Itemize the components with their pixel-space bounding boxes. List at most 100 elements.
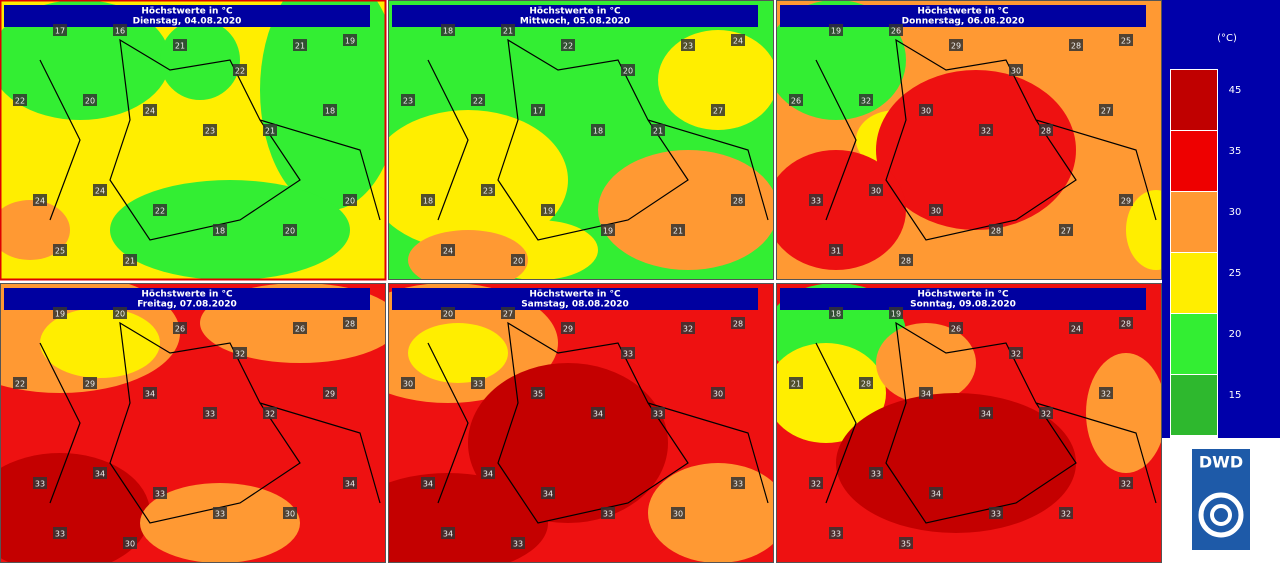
station-box <box>949 39 963 51</box>
station-value: 34 <box>443 530 453 539</box>
station-box <box>13 377 27 389</box>
logo-swirl-inner <box>1210 504 1232 526</box>
station-value: 24 <box>443 247 453 256</box>
panel-date: Donnerstag, 06.08.2020 <box>902 17 1025 27</box>
station-value: 22 <box>15 380 25 389</box>
station-value: 29 <box>563 325 573 334</box>
station-box <box>153 487 167 499</box>
map-area <box>388 0 774 280</box>
station-box <box>471 377 485 389</box>
station-box <box>213 224 227 236</box>
station-box <box>93 184 107 196</box>
station-box <box>601 507 615 519</box>
station-box <box>899 537 913 549</box>
station-value: 26 <box>295 325 305 334</box>
station-value: 20 <box>443 310 453 319</box>
station-value: 34 <box>593 410 603 419</box>
station-value: 32 <box>1121 480 1131 489</box>
station-value: 28 <box>733 197 743 206</box>
station-box <box>731 477 745 489</box>
legend-swatch <box>1171 131 1217 191</box>
station-box <box>441 527 455 539</box>
panel-date: Mittwoch, 05.08.2020 <box>520 17 630 27</box>
station-value: 30 <box>403 380 413 389</box>
station-box <box>1069 39 1083 51</box>
station-value: 25 <box>1121 37 1131 46</box>
station-value: 30 <box>871 187 881 196</box>
station-box <box>829 244 843 256</box>
station-box <box>591 407 605 419</box>
station-box <box>143 387 157 399</box>
station-value: 28 <box>345 320 355 329</box>
temp-zone <box>876 323 976 403</box>
station-value: 33 <box>513 540 523 549</box>
panel-title: Höchstwerte in °C <box>917 290 1009 300</box>
station-box <box>233 64 247 76</box>
station-box <box>173 322 187 334</box>
station-box <box>153 204 167 216</box>
station-value: 32 <box>1101 390 1111 399</box>
station-value: 21 <box>295 42 305 51</box>
legend-level: 35 <box>1229 146 1242 157</box>
panel-date: Samstag, 08.08.2020 <box>521 300 629 310</box>
station-box <box>809 194 823 206</box>
station-value: 32 <box>265 410 275 419</box>
station-value: 34 <box>543 490 553 499</box>
station-box <box>789 377 803 389</box>
station-box <box>53 24 67 36</box>
station-value: 18 <box>443 27 453 36</box>
station-box <box>471 94 485 106</box>
station-value: 23 <box>403 97 413 106</box>
station-box <box>263 124 277 136</box>
station-box <box>541 204 555 216</box>
station-value: 32 <box>1061 510 1071 519</box>
temp-zone <box>408 323 508 383</box>
station-value: 20 <box>513 257 523 266</box>
temp-zone <box>388 473 548 563</box>
station-box <box>441 244 455 256</box>
legend-level: 15 <box>1229 390 1242 401</box>
station-box <box>591 124 605 136</box>
station-value: 26 <box>951 325 961 334</box>
panel-frame <box>0 0 387 281</box>
station-box <box>1039 124 1053 136</box>
legend-swatch <box>1171 253 1217 313</box>
legend-level: 45 <box>1229 85 1242 96</box>
panel-title: Höchstwerte in °C <box>917 7 1009 17</box>
panel-date: Freitag, 07.08.2020 <box>137 300 237 310</box>
station-value: 17 <box>55 27 65 36</box>
station-box <box>1099 387 1113 399</box>
panel-title: Höchstwerte in °C <box>529 7 621 17</box>
station-box <box>531 104 545 116</box>
panel-date: Dienstag, 04.08.2020 <box>133 17 242 27</box>
station-value: 23 <box>683 42 693 51</box>
station-value: 28 <box>1041 127 1051 136</box>
station-value: 22 <box>155 207 165 216</box>
station-value: 33 <box>623 350 633 359</box>
station-box <box>13 94 27 106</box>
station-value: 34 <box>931 490 941 499</box>
temp-zone <box>876 70 1076 230</box>
temp-zone <box>598 150 774 270</box>
station-value: 33 <box>871 470 881 479</box>
station-value: 32 <box>981 127 991 136</box>
station-value: 19 <box>55 310 65 319</box>
station-value: 18 <box>593 127 603 136</box>
station-box <box>123 254 137 266</box>
station-box <box>1069 322 1083 334</box>
station-box <box>651 124 665 136</box>
station-box <box>33 194 47 206</box>
station-value: 32 <box>811 480 821 489</box>
station-box <box>343 317 357 329</box>
station-box <box>651 407 665 419</box>
station-value: 33 <box>215 510 225 519</box>
station-value: 30 <box>921 107 931 116</box>
station-value: 32 <box>235 350 245 359</box>
station-box <box>621 64 635 76</box>
station-value: 33 <box>473 380 483 389</box>
map-area <box>0 283 386 563</box>
station-value: 34 <box>981 410 991 419</box>
station-box <box>621 347 635 359</box>
map-area <box>776 283 1162 563</box>
